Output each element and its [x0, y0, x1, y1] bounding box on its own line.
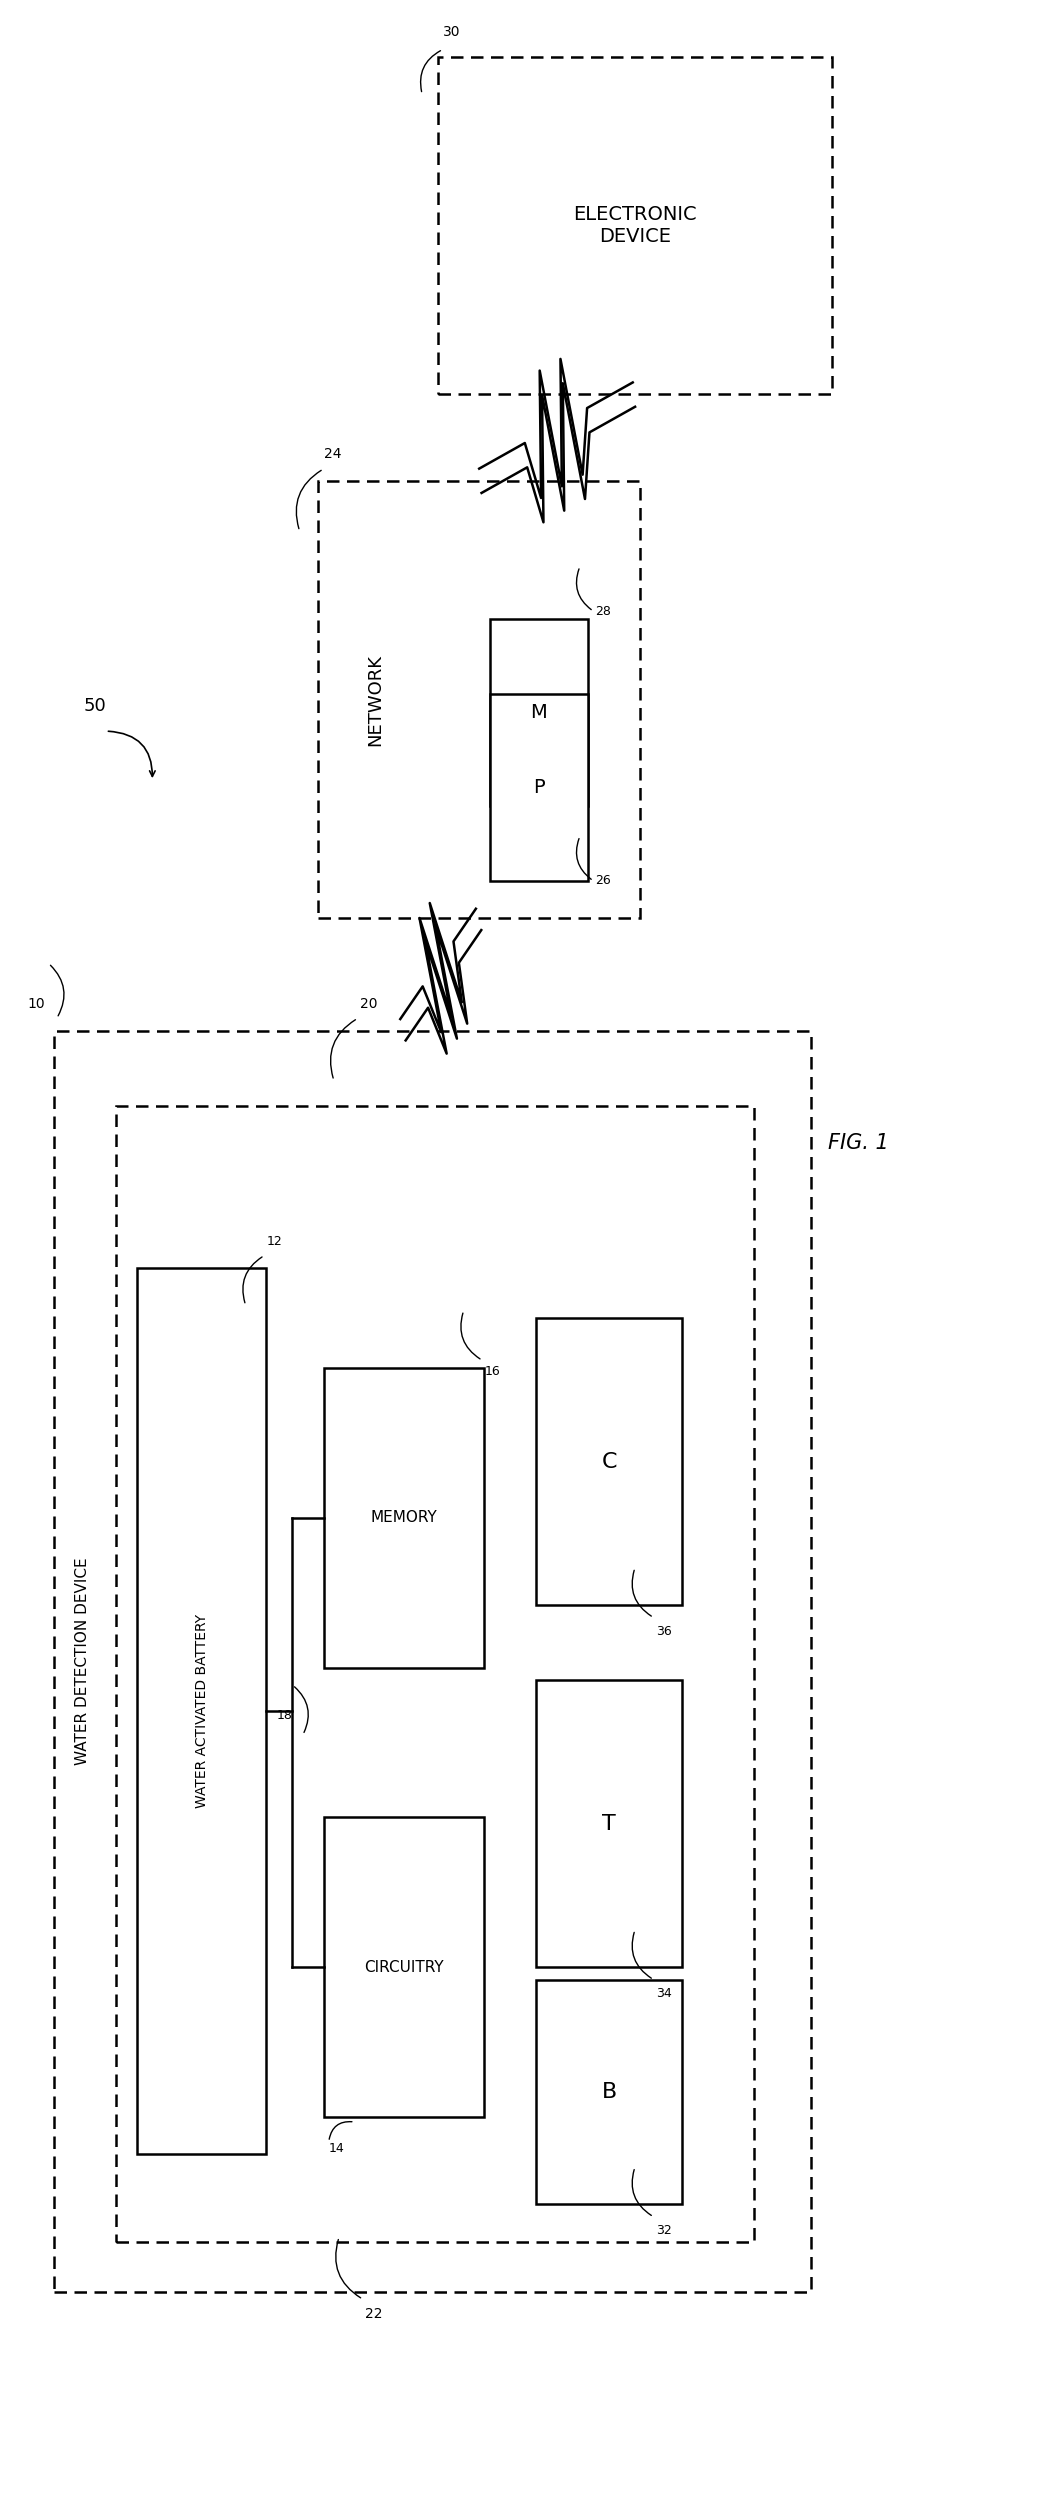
Text: 50: 50 — [84, 698, 106, 716]
Bar — [537, 1680, 682, 1966]
Text: M: M — [530, 703, 547, 721]
Text: 26: 26 — [595, 874, 611, 886]
Text: 20: 20 — [360, 997, 378, 1012]
Bar — [137, 1268, 266, 2154]
Text: FIG. 1: FIG. 1 — [828, 1132, 889, 1153]
Text: 30: 30 — [443, 25, 461, 40]
Text: B: B — [602, 2082, 616, 2102]
Text: 14: 14 — [329, 2142, 344, 2154]
Bar — [438, 58, 832, 394]
Bar — [537, 1979, 682, 2205]
Text: ELECTRONIC
DEVICE: ELECTRONIC DEVICE — [573, 206, 696, 246]
Bar — [537, 1318, 682, 1605]
Bar — [489, 693, 588, 881]
Text: 32: 32 — [655, 2225, 671, 2237]
Text: 24: 24 — [324, 447, 341, 462]
Text: 18: 18 — [277, 1710, 292, 1723]
Text: WATER DETECTION DEVICE: WATER DETECTION DEVICE — [76, 1557, 90, 1765]
Bar — [489, 618, 588, 806]
Text: 12: 12 — [266, 1235, 282, 1248]
Text: WATER ACTIVATED BATTERY: WATER ACTIVATED BATTERY — [195, 1615, 208, 1808]
Text: 22: 22 — [365, 2308, 383, 2320]
Bar — [324, 1818, 485, 2117]
Bar — [319, 482, 641, 919]
Text: C: C — [602, 1451, 616, 1471]
Text: 10: 10 — [27, 997, 45, 1012]
Text: NETWORK: NETWORK — [366, 653, 384, 746]
Text: 28: 28 — [595, 605, 611, 618]
Text: MEMORY: MEMORY — [370, 1509, 438, 1524]
Text: P: P — [533, 778, 545, 796]
Bar — [324, 1368, 485, 1667]
Text: T: T — [602, 1813, 615, 1833]
Bar — [54, 1030, 811, 2293]
Text: CIRCUITRY: CIRCUITRY — [364, 1959, 444, 1974]
Text: 36: 36 — [655, 1625, 671, 1637]
Text: 34: 34 — [655, 1986, 671, 2001]
Bar — [116, 1105, 754, 2242]
Text: 16: 16 — [485, 1366, 500, 1379]
